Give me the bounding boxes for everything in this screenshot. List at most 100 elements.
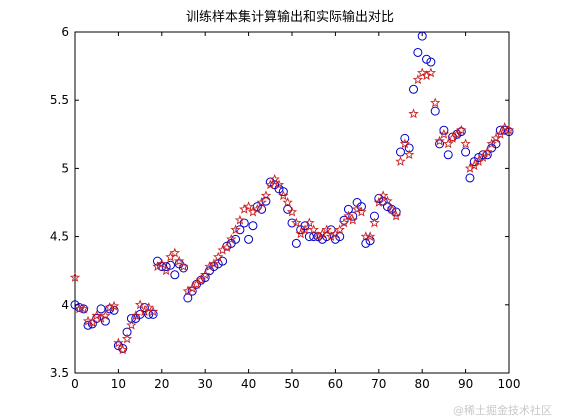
data-point-circle [287, 218, 297, 228]
data-point-circle [179, 263, 188, 273]
data-point-circle [209, 262, 219, 272]
data-point-star [113, 337, 124, 348]
data-point-star [95, 312, 107, 323]
data-point-circle [148, 309, 158, 319]
chart-title: 训练样本集计算输出和实际输出对比 [186, 9, 394, 25]
data-point-star [130, 310, 141, 321]
data-point-star [173, 255, 185, 266]
data-point-circle [348, 211, 358, 221]
data-point-circle [365, 236, 375, 246]
data-point-circle [417, 31, 427, 41]
data-point-circle [304, 232, 314, 242]
data-point-star [208, 258, 220, 269]
data-point-star [147, 306, 159, 317]
data-point-circle [235, 225, 245, 235]
data-point-star [256, 197, 267, 207]
data-point-circle [400, 133, 410, 143]
data-point-star [178, 261, 189, 272]
data-point-circle [343, 204, 353, 214]
data-point-star [503, 124, 515, 135]
data-point-star [291, 217, 302, 228]
y-tick-label: 4.5 [50, 230, 69, 244]
data-point-circle [413, 47, 423, 57]
data-point-star [143, 302, 154, 312]
data-point-star [78, 303, 89, 314]
data-point-star [334, 224, 345, 235]
data-point-star [443, 138, 454, 149]
data-point-circle [248, 221, 258, 231]
data-point-star [273, 179, 285, 190]
data-point-circle [183, 293, 193, 303]
data-point-star [404, 149, 415, 160]
data-point-circle [439, 125, 449, 135]
data-point-circle [426, 57, 436, 67]
data-point-star [269, 173, 280, 184]
data-point-circle [278, 187, 288, 197]
data-point-star [430, 97, 441, 108]
data-point-star [382, 195, 393, 206]
data-point-star [252, 203, 263, 214]
data-point-circle [291, 238, 301, 248]
data-point-star [204, 261, 215, 272]
data-point-circle [361, 238, 371, 248]
data-point-circle [461, 147, 471, 157]
y-tick-label: 5.5 [50, 93, 69, 107]
data-point-circle [404, 143, 414, 153]
x-tick-label: 50 [284, 377, 299, 391]
data-point-star [108, 300, 120, 311]
data-point-star [390, 210, 402, 221]
data-point-star [425, 67, 437, 78]
data-point-circle [231, 234, 241, 244]
data-point-star [325, 231, 337, 242]
data-point-star [386, 203, 397, 214]
data-point-circle [422, 54, 432, 64]
data-point-star [338, 217, 350, 228]
y-tick-label: 5 [61, 161, 69, 175]
data-point-star [104, 302, 115, 312]
data-point-star [195, 274, 207, 285]
data-point-star [408, 108, 419, 119]
data-point-star [377, 190, 389, 201]
y-tick-label: 3.5 [50, 366, 69, 380]
plot-area [74, 31, 510, 374]
x-tick-label: 30 [198, 377, 213, 391]
data-point-circle [504, 127, 514, 137]
data-point-circle [474, 152, 484, 162]
data-point-star [412, 74, 424, 85]
data-point-star [299, 224, 311, 235]
data-point-star [343, 210, 354, 221]
data-point-star [351, 203, 363, 214]
x-tick-label: 100 [498, 377, 521, 391]
data-point-star [226, 233, 237, 244]
data-point-star [126, 319, 137, 330]
data-point-star [312, 231, 324, 242]
watermark: @稀土掘金技术社区 [453, 403, 552, 417]
y-tick-labels: 3.5 4 4.5 5 5.5 6 [50, 25, 69, 380]
data-point-star [347, 214, 358, 225]
data-point-star [221, 242, 233, 252]
y-tick-label: 4 [61, 298, 69, 312]
data-point-star [304, 217, 315, 228]
data-point-circle [257, 204, 267, 214]
data-point-star [282, 197, 293, 207]
data-point-star [464, 162, 476, 173]
x-tick-label: 80 [415, 377, 430, 391]
data-point-star [356, 206, 367, 217]
data-point-star [486, 138, 497, 149]
data-point-star [247, 206, 259, 217]
data-point-circle [187, 286, 197, 296]
data-point-star [134, 299, 146, 310]
data-point-star [217, 244, 228, 255]
data-point-star [460, 138, 471, 149]
data-point-star [234, 214, 246, 225]
data-point-star [495, 128, 506, 139]
data-point-star [260, 190, 272, 201]
data-point-star [482, 146, 493, 157]
data-point-circle [218, 256, 228, 266]
x-tick-label: 60 [328, 377, 343, 391]
data-point-circle [396, 147, 405, 157]
series-layer [69, 31, 515, 355]
data-point-star [117, 344, 128, 355]
data-point-star [321, 224, 332, 235]
